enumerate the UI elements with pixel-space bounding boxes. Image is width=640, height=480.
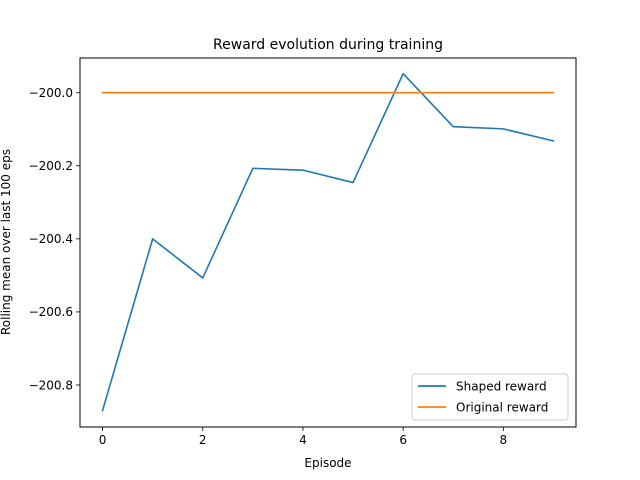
legend-label-original-reward: Original reward xyxy=(456,401,548,415)
legend: Shaped reward Original reward xyxy=(411,373,569,421)
series-layer xyxy=(101,72,555,412)
legend-frame xyxy=(411,373,569,421)
y-axis: −200.8 −200.6 −200.4 −200.2 −200.0 xyxy=(29,86,80,392)
series-line-shaped-reward xyxy=(101,72,555,412)
x-tick-label: 8 xyxy=(500,433,508,447)
x-axis: 0 2 4 6 8 xyxy=(99,427,507,447)
y-tick-label: −200.0 xyxy=(29,86,73,100)
plot-frame xyxy=(79,57,577,428)
legend-label-shaped-reward: Shaped reward xyxy=(456,380,547,394)
x-axis-label: Episode xyxy=(304,456,351,470)
y-axis-label: Rolling mean over last 100 eps xyxy=(0,149,13,335)
y-tick-label: −200.8 xyxy=(29,378,73,392)
x-tick-label: 2 xyxy=(199,433,207,447)
chart-title: Reward evolution during training xyxy=(213,37,443,53)
y-tick-label: −200.2 xyxy=(29,159,73,173)
x-tick-label: 0 xyxy=(99,433,107,447)
y-tick-label: −200.4 xyxy=(29,232,73,246)
y-tick-label: −200.6 xyxy=(29,305,73,319)
x-tick-label: 6 xyxy=(399,433,407,447)
x-tick-label: 4 xyxy=(299,433,307,447)
